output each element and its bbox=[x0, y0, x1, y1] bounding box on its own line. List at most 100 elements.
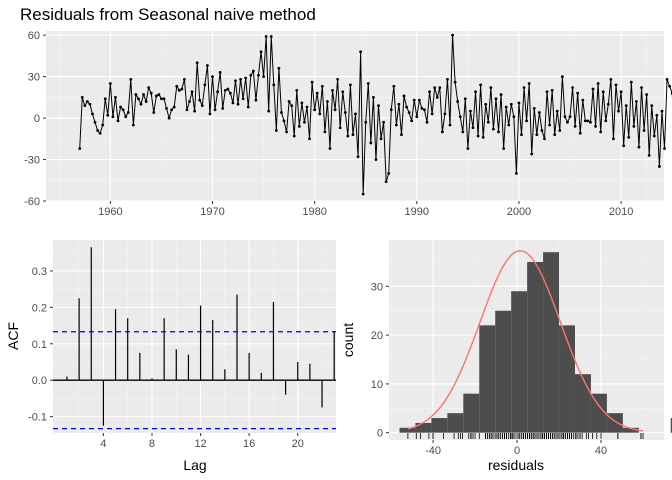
histogram-bar bbox=[463, 393, 480, 433]
residual-point bbox=[451, 33, 454, 37]
residual-point bbox=[259, 50, 263, 54]
residual-point bbox=[438, 86, 442, 90]
residual-point bbox=[647, 153, 651, 157]
histogram-bar bbox=[590, 393, 607, 433]
residual-point bbox=[389, 108, 393, 112]
residual-point bbox=[262, 75, 265, 79]
residual-point bbox=[139, 102, 143, 106]
residual-point bbox=[517, 101, 521, 105]
residual-point bbox=[466, 147, 470, 150]
residual-point bbox=[320, 84, 324, 88]
y-tick-label: -60 bbox=[24, 196, 40, 208]
residual-point bbox=[377, 104, 380, 108]
residual-point bbox=[601, 90, 605, 94]
residual-point bbox=[428, 90, 431, 94]
residual-point bbox=[292, 134, 296, 138]
residual-point bbox=[543, 137, 546, 141]
residual-point bbox=[591, 87, 595, 91]
residual-point bbox=[162, 97, 166, 101]
x-tick-label: 1960 bbox=[98, 206, 122, 218]
residual-point bbox=[341, 90, 345, 94]
residual-point bbox=[463, 97, 467, 101]
residual-point bbox=[642, 129, 646, 132]
residual-point bbox=[553, 133, 557, 137]
residual-point bbox=[425, 120, 429, 124]
residual-point bbox=[481, 136, 485, 139]
residual-point bbox=[170, 108, 174, 112]
residual-point bbox=[297, 124, 301, 128]
residual-point bbox=[241, 97, 245, 101]
residual-point bbox=[604, 119, 608, 123]
histogram-bar bbox=[495, 310, 512, 433]
histogram-bar bbox=[543, 252, 560, 433]
x-tick-label: 1980 bbox=[302, 206, 326, 218]
residual-point bbox=[121, 108, 125, 112]
residual-point bbox=[195, 61, 199, 65]
residual-point bbox=[371, 95, 375, 99]
residual-point bbox=[629, 80, 633, 84]
residual-point bbox=[558, 129, 562, 132]
histogram-bar bbox=[670, 418, 672, 433]
residual-point bbox=[333, 108, 337, 112]
residual-point bbox=[336, 77, 340, 81]
y-tick-label: 0.0 bbox=[32, 375, 47, 387]
residual-point bbox=[80, 95, 84, 99]
residual-point bbox=[236, 102, 240, 106]
histogram-bar bbox=[415, 422, 432, 433]
residual-point bbox=[609, 77, 613, 81]
residual-point bbox=[563, 115, 567, 119]
residual-point bbox=[172, 105, 176, 109]
acf-bars bbox=[53, 247, 336, 430]
residual-point bbox=[374, 158, 378, 161]
histogram-bar bbox=[447, 413, 464, 433]
residual-point bbox=[269, 35, 273, 38]
residual-point bbox=[152, 111, 156, 114]
residual-point bbox=[504, 105, 508, 109]
histogram-bar bbox=[479, 325, 496, 433]
residual-point bbox=[180, 87, 184, 91]
residual-point bbox=[387, 171, 391, 175]
residual-point bbox=[494, 97, 498, 101]
x-tick-label: -40 bbox=[425, 445, 441, 457]
x-tick-label: 2000 bbox=[507, 206, 531, 218]
residual-point bbox=[198, 98, 202, 102]
y-tick-label: 60 bbox=[28, 30, 40, 42]
residual-point bbox=[208, 112, 212, 116]
residual-point bbox=[111, 115, 115, 119]
residual-point bbox=[318, 112, 322, 116]
residual-point bbox=[614, 83, 618, 87]
x-tick-label: 2010 bbox=[609, 206, 633, 218]
residual-point bbox=[430, 112, 434, 116]
residual-point bbox=[149, 91, 153, 95]
residual-point bbox=[417, 98, 421, 102]
residual-point bbox=[640, 86, 643, 90]
residual-point bbox=[583, 119, 587, 123]
y-tick-label: 20 bbox=[371, 330, 383, 342]
residual-point bbox=[461, 130, 465, 134]
residual-point bbox=[507, 123, 511, 127]
residual-point bbox=[154, 94, 158, 98]
residual-point bbox=[160, 97, 163, 101]
residual-point bbox=[274, 129, 278, 132]
residual-point bbox=[165, 107, 168, 110]
residual-point bbox=[295, 89, 299, 92]
residual-point bbox=[185, 108, 189, 112]
residual-point bbox=[290, 104, 294, 108]
residual-point bbox=[282, 119, 286, 123]
residual-point bbox=[287, 100, 291, 103]
residual-point bbox=[650, 104, 654, 108]
residual-point bbox=[285, 130, 288, 134]
residual-point bbox=[359, 50, 363, 54]
histogram-bar bbox=[431, 418, 448, 433]
y-tick-label: -30 bbox=[24, 155, 40, 167]
residual-point bbox=[338, 126, 342, 130]
residual-point bbox=[479, 83, 483, 87]
residual-point bbox=[660, 109, 664, 113]
residual-point bbox=[540, 129, 544, 132]
residual-point bbox=[545, 90, 549, 94]
residual-point bbox=[384, 180, 388, 184]
residual-point bbox=[632, 124, 636, 128]
residual-point bbox=[492, 127, 495, 131]
histogram-bars bbox=[399, 252, 672, 433]
